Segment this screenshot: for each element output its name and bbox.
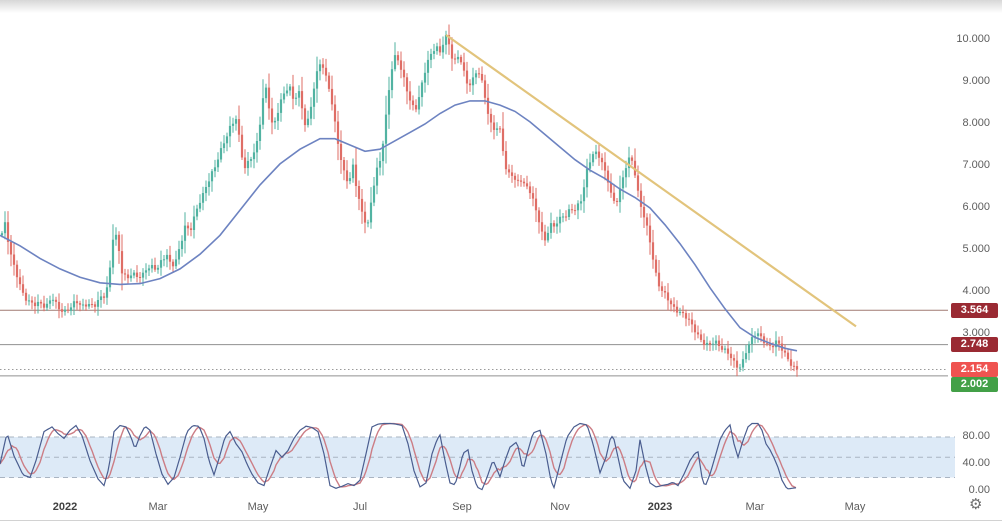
price-tick-label: 7.000 (962, 159, 990, 171)
time-tick-label: May (247, 501, 269, 513)
time-tick-label: Mar (745, 501, 765, 513)
price-level-badge: 2.154 (951, 362, 998, 378)
time-tick-label: Jul (352, 501, 368, 513)
price-tick-label: 3.000 (962, 327, 990, 339)
price-level-badge: 3.564 (951, 302, 998, 318)
gear-icon[interactable]: ⚙ (969, 496, 983, 513)
price-tick-label: 9.000 (962, 75, 990, 87)
price-tick-label: 6.000 (962, 201, 990, 213)
time-tick-label: Sep (452, 501, 472, 513)
top-gradient-strip (0, 0, 1002, 13)
price-tick-label: 4.000 (962, 285, 990, 297)
time-tick-label: Nov (550, 501, 570, 513)
bottom-border (0, 520, 1002, 521)
time-tick-label: Mar (148, 501, 168, 513)
time-tick-label: 2022 (52, 501, 78, 513)
time-tick-label: May (844, 501, 866, 513)
oscillator-tick-label: 80.00 (962, 430, 990, 442)
price-level-badge: 2.002 (951, 377, 998, 393)
price-tick-label: 10.000 (956, 33, 990, 45)
indicator-settings-button[interactable]: ⚙ (969, 497, 982, 512)
oscillator-tick-label: 0.00 (968, 484, 990, 496)
price-tick-label: 8.000 (962, 117, 990, 129)
oscillator-tick-label: 40.00 (962, 457, 990, 469)
price-tick-label: 5.000 (962, 243, 990, 255)
time-tick-label: 2023 (647, 501, 673, 513)
price-level-badge: 2.748 (951, 337, 998, 353)
